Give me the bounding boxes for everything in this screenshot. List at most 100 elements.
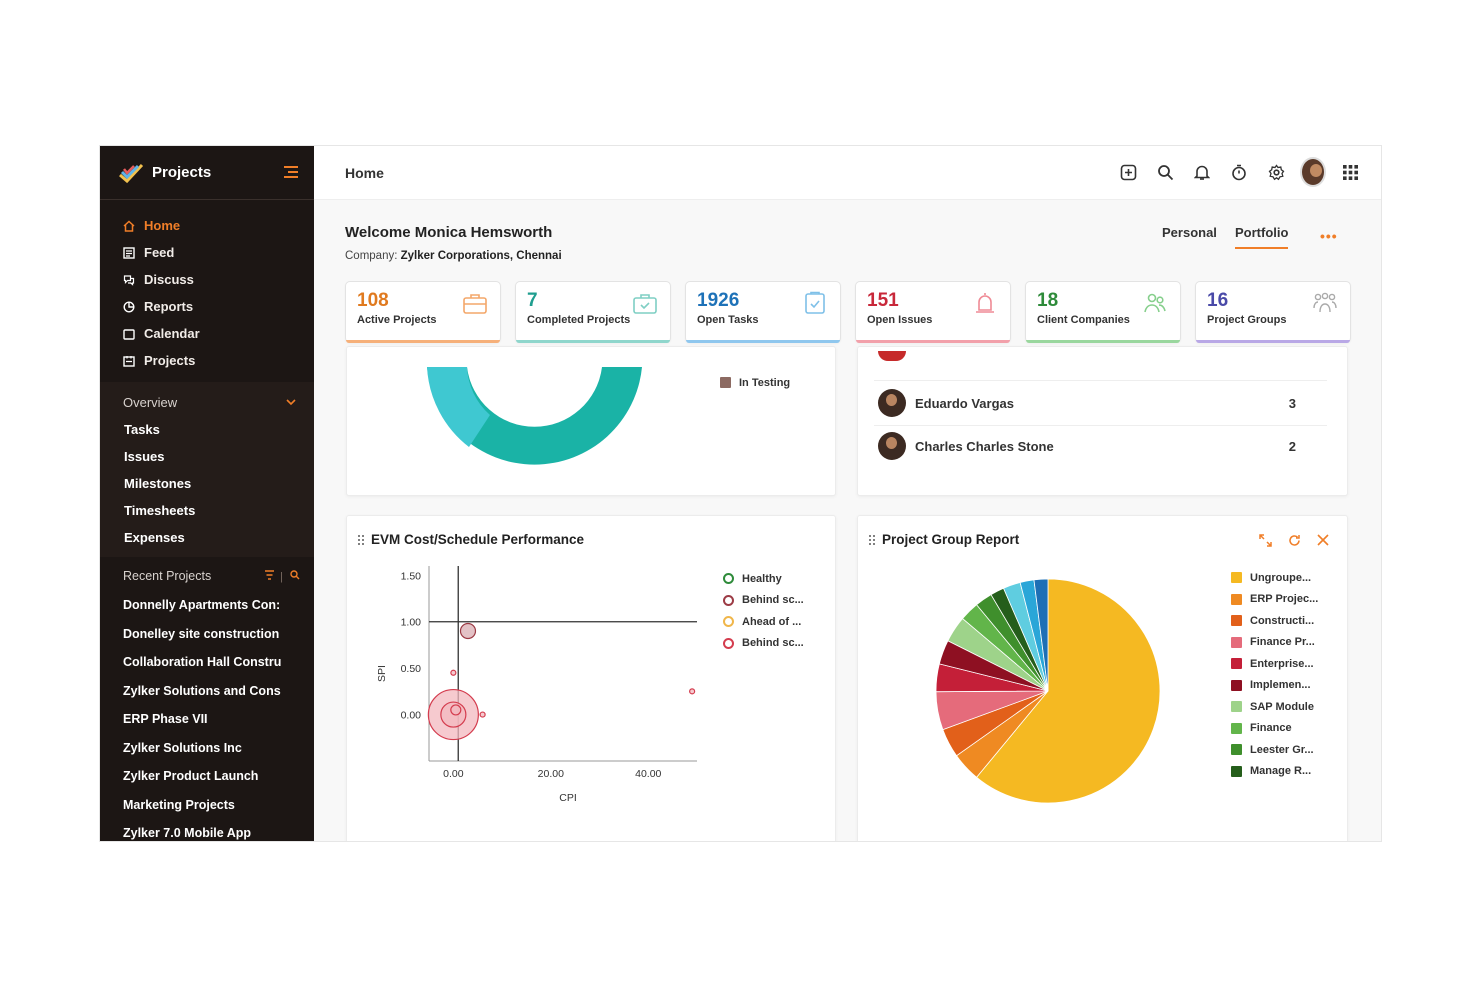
bell-icon[interactable] <box>1189 159 1215 185</box>
refresh-icon[interactable] <box>1288 534 1301 547</box>
close-icon[interactable] <box>1317 534 1329 546</box>
evm-panel: EVM Cost/Schedule Performance 1.50 1.00 0.… <box>346 515 836 841</box>
card-completed-projects[interactable]: 7 Completed Projects <box>515 281 671 343</box>
card-active-projects[interactable]: 108 Active Projects <box>345 281 501 343</box>
overview-item-expenses[interactable]: Expenses <box>124 530 185 545</box>
overview-item-tasks[interactable]: Tasks <box>124 422 160 437</box>
person-name: Eduardo Vargas <box>915 395 1014 411</box>
recent-project-item[interactable]: ERP Phase VII <box>123 712 208 727</box>
card-project-groups[interactable]: 16 Project Groups <box>1195 281 1351 343</box>
legend-item[interactable]: Implemen... <box>1231 675 1318 697</box>
gear-icon[interactable] <box>1263 159 1289 185</box>
recent-project-item[interactable]: Zylker Solutions and Cons <box>123 683 281 698</box>
overview-item-milestones[interactable]: Milestones <box>124 476 192 491</box>
scatter-point <box>459 622 477 640</box>
clipboard-icon <box>805 291 825 314</box>
user-avatar[interactable] <box>1300 157 1326 187</box>
legend-swatch <box>1231 765 1242 777</box>
bug-icon <box>976 293 994 313</box>
brand[interactable]: Projects <box>100 146 314 200</box>
summary-cards: 108 Active Projects 7 Completed Projects… <box>345 281 1351 343</box>
card-accent-bar <box>346 340 500 343</box>
card-open-issues[interactable]: 151 Open Issues <box>855 281 1011 343</box>
person-row[interactable]: Eduardo Vargas 3 <box>878 389 1318 417</box>
drag-handle-icon[interactable] <box>357 533 365 546</box>
chevron-down-icon[interactable] <box>286 398 296 406</box>
reports-icon <box>122 300 135 313</box>
card-client-companies[interactable]: 18 Client Companies <box>1025 281 1181 343</box>
main-nav: Home Feed Discuss Reports Calendar Proje… <box>100 200 314 382</box>
add-icon[interactable] <box>1115 159 1141 185</box>
recent-project-item[interactable]: Zylker 7.0 Mobile App <box>123 826 252 841</box>
legend-item[interactable]: SAP Module <box>1231 696 1318 718</box>
card-accent-bar <box>1196 340 1350 343</box>
expand-icon[interactable] <box>1259 534 1272 547</box>
overview-header[interactable]: Overview <box>100 388 314 416</box>
recent-project-item[interactable]: Collaboration Hall Constru <box>123 655 282 670</box>
legend-item[interactable]: Finance Pr... <box>1231 632 1318 654</box>
legend-marker <box>723 573 734 585</box>
legend-item[interactable]: Ungroupe... <box>1231 567 1318 589</box>
row-divider <box>874 425 1327 426</box>
more-options-icon[interactable]: ••• <box>1320 228 1338 244</box>
recent-project-item[interactable]: Marketing Projects <box>123 797 235 812</box>
recent-project-item[interactable]: Zylker Solutions Inc <box>123 740 242 755</box>
legend-swatch <box>1231 744 1242 756</box>
person-count: 2 <box>1288 438 1296 454</box>
recent-project-item[interactable]: Donelley site construction <box>123 626 280 641</box>
filter-icon[interactable] <box>264 569 275 580</box>
company-label: Company: <box>345 250 398 262</box>
legend-item[interactable]: Constructi... <box>1231 610 1318 632</box>
legend-item[interactable]: ERP Projec... <box>1231 589 1318 611</box>
collapse-menu-icon[interactable] <box>284 166 298 178</box>
legend-label: Healthy <box>742 572 782 585</box>
legend-swatch <box>1231 722 1242 734</box>
card-value: 151 <box>867 290 899 311</box>
card-value: 16 <box>1207 290 1229 311</box>
main-content: Home Welcome Monica Hemsworth Company: Z… <box>314 146 1381 841</box>
drag-handle-icon[interactable] <box>868 533 876 546</box>
nav-item-projects[interactable]: Projects <box>100 347 314 374</box>
discuss-icon <box>122 273 135 286</box>
legend-item[interactable]: In Testing <box>720 372 790 394</box>
nav-label: Home <box>144 218 181 233</box>
nav-item-calendar[interactable]: Calendar <box>100 320 314 347</box>
legend-label: Ahead of ... <box>742 615 802 628</box>
legend-item[interactable]: Manage R... <box>1231 761 1318 783</box>
card-label: Active Projects <box>357 314 437 326</box>
panel-title: EVM Cost/Schedule Performance <box>357 532 584 547</box>
legend-item-behind-cost[interactable]: Behind sc... <box>723 633 804 655</box>
tab-personal[interactable]: Personal <box>1162 225 1217 240</box>
project-group-pie-chart <box>935 578 1161 804</box>
legend-label: Finance <box>1250 722 1292 735</box>
recent-project-item[interactable]: Zylker Product Launch <box>123 769 259 784</box>
person-row[interactable]: Charles Charles Stone 2 <box>878 432 1318 460</box>
x-axis-label: CPI <box>559 792 577 804</box>
tab-portfolio[interactable]: Portfolio <box>1235 225 1289 249</box>
panel-title: Project Group Report <box>868 532 1019 547</box>
search-icon[interactable] <box>1152 159 1178 185</box>
legend-item[interactable]: Finance <box>1231 718 1318 740</box>
recent-project-item[interactable]: Donnelly Apartments Con: <box>123 598 281 613</box>
legend-item-ahead[interactable]: Ahead of ... <box>723 611 804 633</box>
group-icon <box>1313 292 1337 313</box>
y-tick-label: 1.00 <box>401 617 422 629</box>
nav-item-home[interactable]: Home <box>100 212 314 239</box>
legend-label: Behind sc... <box>742 594 804 607</box>
nav-item-feed[interactable]: Feed <box>100 239 314 266</box>
nav-label: Calendar <box>144 326 200 341</box>
legend-item-healthy[interactable]: Healthy <box>723 568 804 590</box>
nav-item-reports[interactable]: Reports <box>100 293 314 320</box>
search-icon[interactable] <box>290 569 300 580</box>
overview-item-timesheets[interactable]: Timesheets <box>124 503 196 518</box>
legend-item-behind-schedule[interactable]: Behind sc... <box>723 590 804 612</box>
legend-item[interactable]: Leester Gr... <box>1231 739 1318 761</box>
card-open-tasks[interactable]: 1926 Open Tasks <box>685 281 841 343</box>
overview-item-issues[interactable]: Issues <box>124 449 165 464</box>
apps-grid-icon[interactable] <box>1337 159 1363 185</box>
legend-item[interactable]: Enterprise... <box>1231 653 1318 675</box>
card-label: Client Companies <box>1037 314 1130 326</box>
nav-item-discuss[interactable]: Discuss <box>100 266 314 293</box>
x-tick-label: 0.00 <box>443 768 464 780</box>
timer-icon[interactable] <box>1226 159 1252 185</box>
